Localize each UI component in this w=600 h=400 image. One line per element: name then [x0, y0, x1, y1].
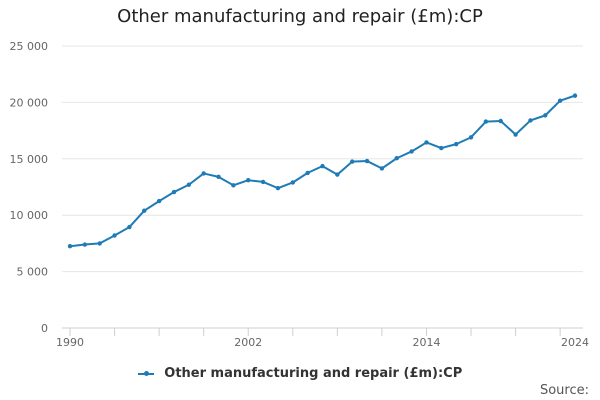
source-label: Source:: [539, 383, 589, 398]
data-point: [305, 170, 310, 176]
x-tick-label: 2002: [234, 336, 262, 349]
data-point: [394, 156, 399, 161]
data-point: [186, 182, 192, 187]
data-point: [350, 159, 355, 164]
data-point: [260, 179, 266, 185]
data-point: [112, 233, 117, 238]
data-point: [216, 174, 221, 180]
data-point: [290, 180, 295, 185]
data-point: [320, 163, 325, 169]
chart-title: Other manufacturing and repair (£m):CP: [117, 6, 483, 27]
data-point: [142, 208, 147, 213]
y-tick-label: 25 000: [10, 40, 49, 53]
data-point: [498, 118, 503, 124]
y-tick-label: 5 000: [17, 266, 49, 279]
data-point: [543, 113, 548, 118]
chart-legend[interactable]: Other manufacturing and repair (£m):CP: [0, 366, 600, 381]
y-tick-label: 0: [41, 322, 48, 335]
data-point: [364, 158, 370, 164]
data-point: [97, 241, 102, 246]
data-point: [409, 149, 414, 154]
y-tick-label: 20 000: [10, 96, 49, 109]
data-point: [424, 140, 429, 145]
data-point: [468, 135, 474, 140]
x-tick-label: 1990: [56, 336, 84, 349]
legend-line-symbol: [137, 369, 154, 379]
data-point: [275, 185, 281, 191]
data-point: [572, 93, 578, 98]
data-point: [557, 98, 563, 103]
data-point: [483, 119, 489, 124]
data-point: [513, 132, 518, 137]
x-tick-label: 2014: [412, 336, 440, 349]
data-point: [82, 242, 88, 247]
data-point: [156, 198, 162, 204]
data-point: [171, 189, 177, 195]
data-point: [453, 141, 459, 147]
data-point: [67, 244, 73, 249]
y-tick-label: 10 000: [10, 209, 49, 222]
data-point: [335, 172, 340, 177]
x-tick-label: 2024: [561, 336, 589, 349]
data-point: [201, 171, 206, 176]
data-point: [379, 166, 385, 171]
series-line: [69, 94, 576, 248]
data-point: [127, 224, 132, 230]
legend-label: Other manufacturing and repair (£m):CP: [164, 366, 463, 381]
data-point: [439, 145, 444, 151]
data-point: [246, 178, 251, 183]
data-point: [528, 118, 533, 123]
data-point: [231, 183, 236, 188]
y-tick-label: 15 000: [10, 153, 49, 166]
